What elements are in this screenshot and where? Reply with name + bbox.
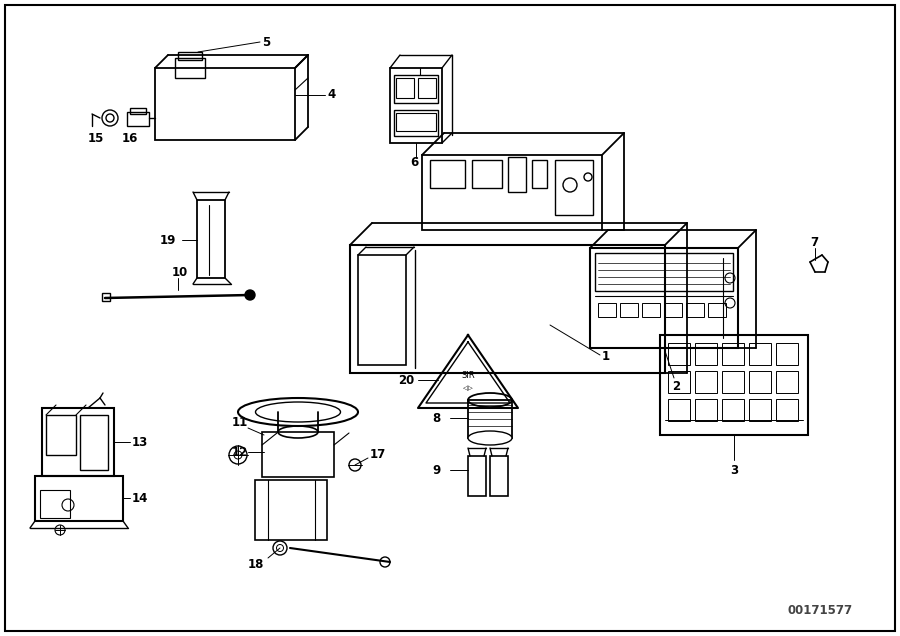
Bar bbox=[776, 371, 798, 393]
Text: 2: 2 bbox=[672, 380, 680, 392]
Text: 00171577: 00171577 bbox=[788, 604, 852, 616]
Text: 13: 13 bbox=[132, 436, 148, 448]
Bar bbox=[127, 112, 149, 126]
Text: 12: 12 bbox=[232, 445, 248, 459]
Bar bbox=[40, 490, 70, 518]
Bar bbox=[490, 456, 508, 496]
Bar bbox=[722, 343, 744, 365]
Text: 18: 18 bbox=[248, 558, 265, 572]
Bar bbox=[418, 78, 436, 98]
Bar bbox=[175, 58, 205, 78]
Bar bbox=[130, 108, 146, 114]
Text: 10: 10 bbox=[172, 265, 188, 279]
Bar bbox=[668, 399, 690, 421]
Bar bbox=[35, 476, 123, 521]
Bar bbox=[396, 113, 436, 131]
Bar bbox=[555, 160, 593, 215]
Bar bbox=[595, 253, 733, 291]
Text: 1: 1 bbox=[602, 350, 610, 364]
Text: 19: 19 bbox=[160, 233, 176, 247]
Bar bbox=[155, 68, 295, 140]
Bar bbox=[394, 75, 438, 103]
Text: SIR: SIR bbox=[461, 371, 475, 380]
Bar bbox=[468, 400, 512, 438]
Ellipse shape bbox=[468, 431, 512, 445]
Bar bbox=[42, 408, 114, 476]
Text: 14: 14 bbox=[132, 492, 148, 504]
Text: 20: 20 bbox=[398, 373, 414, 387]
Text: 4: 4 bbox=[327, 88, 335, 102]
Text: 15: 15 bbox=[88, 132, 104, 144]
Bar bbox=[46, 415, 76, 455]
Bar bbox=[396, 78, 414, 98]
Bar bbox=[178, 52, 202, 60]
Text: 8: 8 bbox=[432, 411, 440, 424]
Bar bbox=[532, 160, 547, 188]
Bar bbox=[472, 160, 502, 188]
Bar bbox=[749, 343, 771, 365]
Bar bbox=[695, 343, 717, 365]
Bar bbox=[776, 399, 798, 421]
Text: 3: 3 bbox=[730, 464, 738, 476]
Bar bbox=[695, 399, 717, 421]
Bar bbox=[80, 415, 108, 470]
Bar bbox=[776, 343, 798, 365]
Bar bbox=[620, 303, 638, 317]
Bar bbox=[722, 399, 744, 421]
Bar bbox=[358, 255, 406, 365]
Bar bbox=[430, 160, 465, 188]
Text: 6: 6 bbox=[410, 155, 419, 169]
Bar bbox=[262, 432, 334, 477]
Bar bbox=[668, 371, 690, 393]
Ellipse shape bbox=[245, 290, 255, 300]
Bar bbox=[686, 303, 704, 317]
Bar bbox=[598, 303, 616, 317]
Bar bbox=[660, 335, 808, 435]
Text: 5: 5 bbox=[262, 36, 270, 48]
Text: 11: 11 bbox=[232, 415, 248, 429]
Bar bbox=[590, 248, 738, 348]
Bar bbox=[394, 110, 438, 136]
Bar bbox=[708, 303, 726, 317]
Bar bbox=[508, 157, 526, 192]
Bar bbox=[668, 343, 690, 365]
Bar bbox=[468, 456, 486, 496]
Bar bbox=[350, 245, 665, 373]
Text: 7: 7 bbox=[810, 235, 818, 249]
Bar bbox=[422, 155, 602, 230]
Bar bbox=[255, 480, 327, 540]
Text: 16: 16 bbox=[122, 132, 139, 144]
Bar bbox=[102, 293, 110, 301]
Text: 9: 9 bbox=[432, 464, 440, 476]
Bar bbox=[749, 399, 771, 421]
Bar bbox=[197, 200, 225, 278]
Text: 17: 17 bbox=[370, 448, 386, 462]
Bar bbox=[695, 371, 717, 393]
Bar bbox=[749, 371, 771, 393]
Text: ◁▷: ◁▷ bbox=[463, 385, 473, 391]
Bar bbox=[642, 303, 660, 317]
Bar bbox=[722, 371, 744, 393]
Bar bbox=[390, 68, 442, 143]
Bar bbox=[664, 303, 682, 317]
